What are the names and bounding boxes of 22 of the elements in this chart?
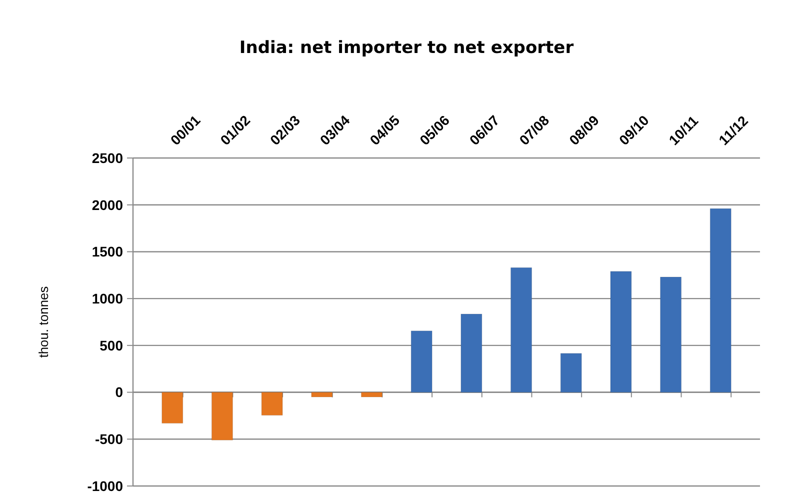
bar	[610, 271, 632, 393]
y-tick-label: 500	[100, 337, 124, 354]
y-tick-label: 2000	[92, 196, 124, 213]
y-tick-label: -500	[94, 431, 124, 448]
y-tick-label: -1000	[87, 478, 124, 494]
chart-title: India: net importer to net exporter	[239, 38, 574, 58]
bar	[560, 353, 582, 393]
y-tick-label: 1000	[92, 290, 124, 306]
y-axis-title: thou. tonnes	[36, 286, 51, 358]
bar	[410, 330, 432, 393]
bar	[261, 392, 283, 416]
bar	[311, 392, 333, 398]
bar	[212, 392, 233, 440]
bar	[460, 314, 482, 393]
bar	[361, 392, 382, 398]
bar	[162, 392, 184, 424]
y-tick-label: 1500	[92, 244, 124, 260]
bar	[710, 208, 732, 393]
y-tick-label: 2500	[92, 150, 124, 166]
bar	[660, 276, 682, 393]
y-tick-label: 0	[115, 384, 124, 400]
bar	[510, 267, 532, 393]
